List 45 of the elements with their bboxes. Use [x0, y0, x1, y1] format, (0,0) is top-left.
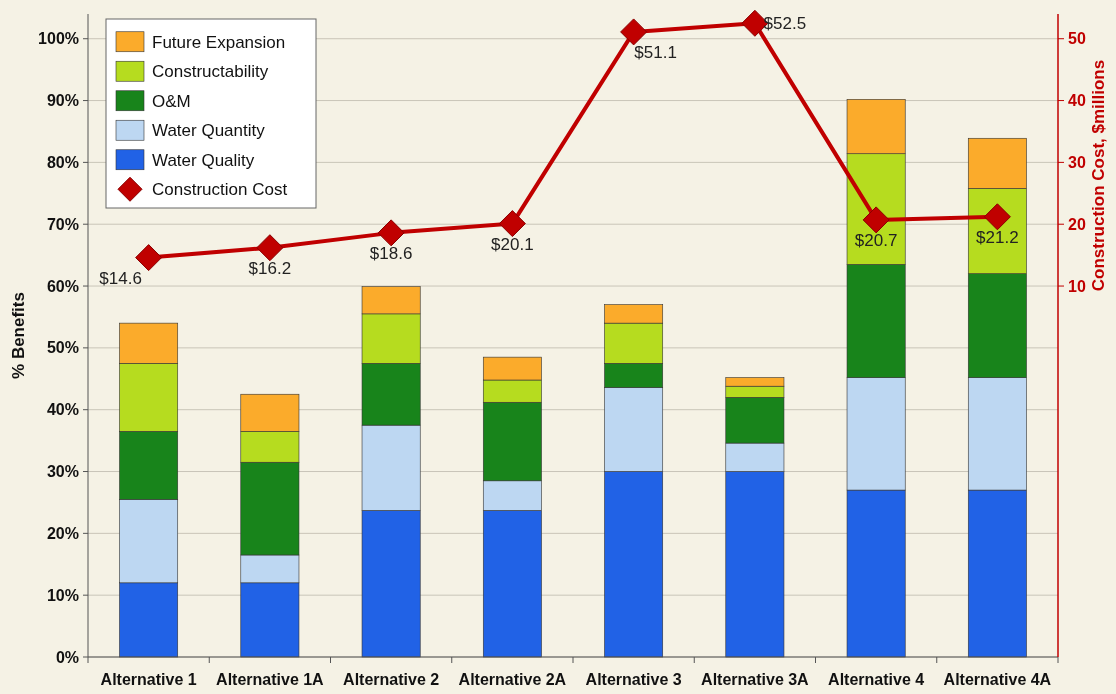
x-tick-label: Alternative 4A: [943, 671, 1052, 688]
point: [377, 219, 405, 247]
x-tick-label: Alternative 3A: [701, 671, 810, 688]
legend-label: Construction Cost: [152, 180, 288, 200]
x-tick-label: Alternative 2: [343, 671, 440, 688]
data-label: $51.1: [634, 42, 677, 62]
data-label: $14.6: [99, 268, 142, 288]
legend-label: Future Expansion: [152, 32, 286, 52]
y-tick-label: 30%: [46, 463, 79, 481]
y-tick-label: 40%: [46, 401, 79, 419]
x-tick-label: Alternative 2A: [458, 671, 567, 688]
x-tick-label: Alternative 4: [828, 671, 925, 688]
legend-label: O&M: [152, 91, 191, 111]
data-label: $16.2: [248, 258, 292, 278]
point: [620, 18, 648, 46]
point: [256, 234, 284, 262]
data-label: $20.1: [491, 234, 534, 254]
y2-tick-label: 10: [1068, 277, 1086, 295]
data-label: $20.7: [854, 230, 898, 250]
y-tick-label: 70%: [46, 215, 79, 233]
y-tick-label: 90%: [46, 92, 79, 110]
legend-label: Water Quality: [152, 150, 255, 170]
y2-axis-title: Construction Cost, $millions: [1089, 59, 1108, 292]
y-tick-label: 60%: [46, 277, 79, 295]
y2-tick-label: 40: [1068, 92, 1086, 110]
y2-tick-label: 30: [1068, 153, 1086, 171]
legend-label: Water Quantity: [152, 121, 266, 141]
y-tick-label: 10%: [46, 586, 79, 604]
y-tick-label: 20%: [46, 524, 79, 542]
data-label: $18.6: [369, 243, 413, 263]
legend-label: Constructability: [152, 62, 269, 82]
y2-tick-label: 20: [1068, 215, 1086, 233]
x-tick-label: Alternative 1: [100, 671, 197, 688]
data-label: $52.5: [763, 14, 807, 34]
y-tick-label: 50%: [46, 339, 79, 357]
y-tick-label: 100%: [38, 30, 79, 48]
x-tick-label: Alternative 1A: [216, 671, 325, 688]
y-tick-label: 80%: [46, 153, 79, 171]
data-label: $21.2: [976, 227, 1019, 247]
point: [498, 210, 526, 238]
point: [135, 244, 163, 272]
y-tick-label: 0%: [55, 648, 79, 666]
y-axis-title: % Benefits: [9, 292, 28, 379]
x-tick-label: Alternative 3: [585, 671, 682, 688]
y2-tick-label: 50: [1068, 30, 1086, 48]
